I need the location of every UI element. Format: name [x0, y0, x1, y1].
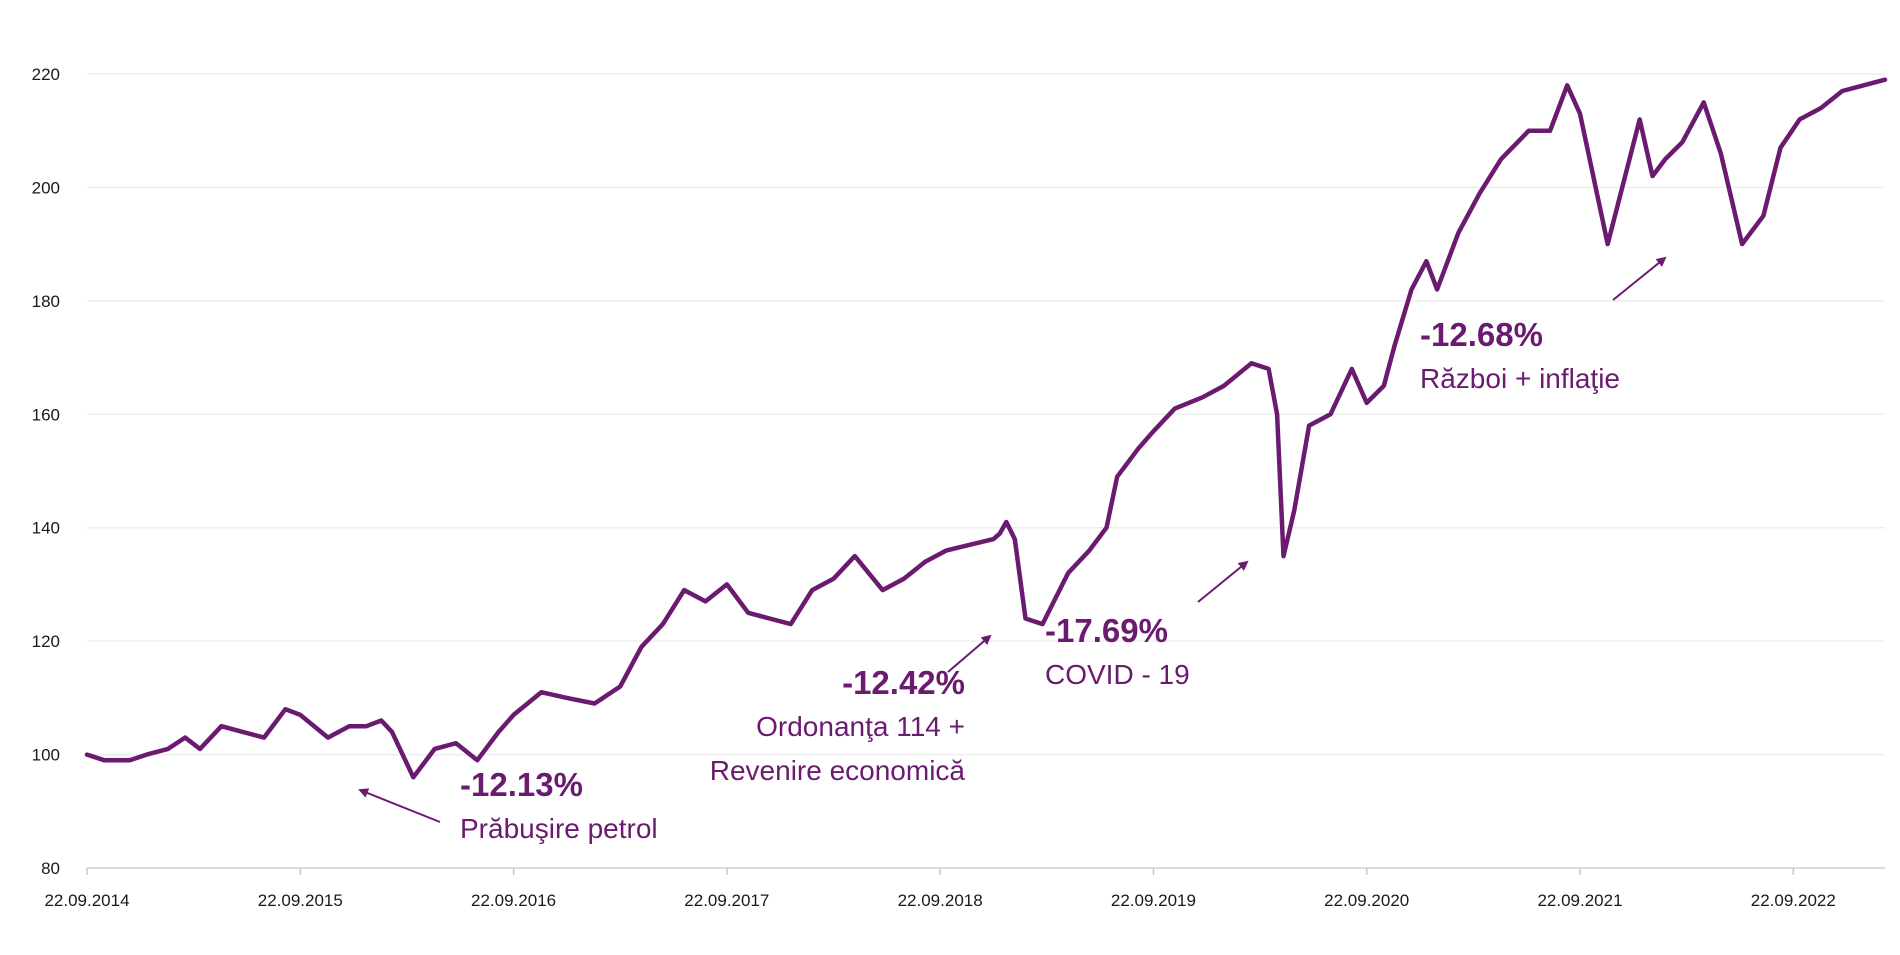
x-tick-label: 22.09.2017	[684, 891, 769, 910]
x-tick-label: 22.09.2020	[1324, 891, 1409, 910]
annotation-label: Ordonanţa 114 +	[756, 711, 965, 742]
y-tick-label: 140	[32, 519, 60, 538]
x-tick-label: 22.09.2018	[898, 891, 983, 910]
annotations-layer: -12.13% Prăbuşire petrol -12.42% Ordonanţa …	[358, 256, 1667, 844]
annotation-label: Revenire economică	[710, 755, 966, 786]
y-tick-label: 160	[32, 405, 60, 424]
y-tick-label: 100	[32, 746, 60, 765]
y-tick-label: 120	[32, 632, 60, 651]
annotation-percent: -12.42%	[842, 664, 965, 701]
x-tick-label: 22.09.2019	[1111, 891, 1196, 910]
x-tick-label: 22.09.2016	[471, 891, 556, 910]
annotation-percent: -17.69%	[1045, 612, 1168, 649]
y-tick-label: 220	[32, 65, 60, 84]
annotation-label: COVID - 19	[1045, 659, 1190, 690]
x-axis: 22.09.2014 22.09.2015 22.09.2016 22.09.2017…	[44, 867, 1885, 910]
annotation-percent: -12.13%	[460, 766, 583, 803]
x-tick-label: 22.09.2014	[44, 891, 129, 910]
annotation-arrow	[947, 634, 992, 673]
annotation-arrow	[358, 788, 441, 823]
annotation-arrow	[1197, 560, 1249, 603]
annotation-label: Război + inflaţie	[1420, 363, 1620, 394]
gridlines	[87, 73, 1885, 756]
x-tick-label: 22.09.2015	[258, 891, 343, 910]
series-layer	[84, 77, 1888, 780]
y-axis: 80 100 120 140 160 180 200 220	[32, 65, 60, 878]
y-tick-label: 80	[41, 859, 60, 878]
x-tick-label: 22.09.2022	[1751, 891, 1836, 910]
annotation-arrow	[1612, 256, 1667, 301]
y-tick-label: 180	[32, 292, 60, 311]
annotation-percent: -12.68%	[1420, 316, 1543, 353]
series-line	[84, 77, 1888, 780]
x-tick-label: 22.09.2021	[1537, 891, 1622, 910]
annotation-label: Prăbuşire petrol	[460, 813, 658, 844]
y-tick-label: 200	[32, 178, 60, 197]
